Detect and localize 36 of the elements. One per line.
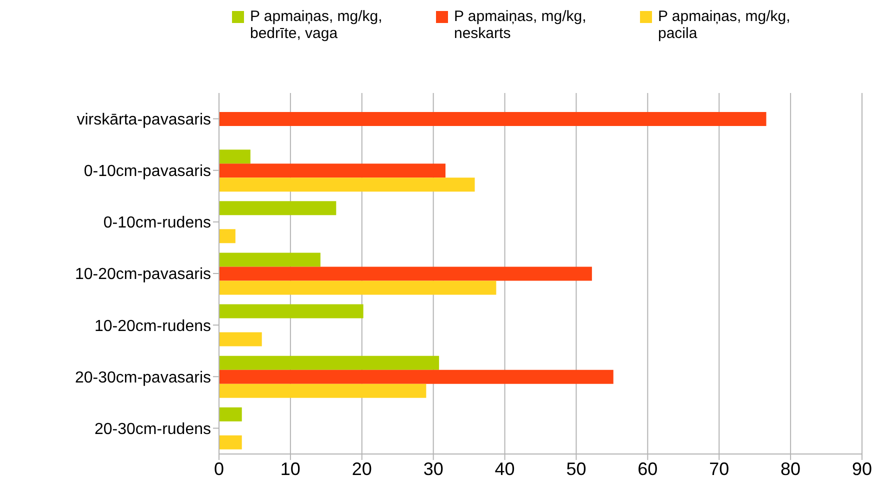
bar (219, 435, 242, 450)
x-tick-label: 10 (280, 458, 300, 479)
bar (219, 280, 496, 295)
legend-label: P apmaiņas, mg/kg, neskarts (454, 8, 588, 42)
x-tick-label: 0 (214, 458, 224, 479)
x-tick-label: 30 (423, 458, 444, 479)
y-tick-label: virskārta-pavasaris (76, 111, 211, 128)
y-tick-label: 20-30cm-pavasaris (74, 369, 211, 386)
y-tick-label: 0-10cm-rudens (103, 214, 211, 232)
y-tick-label: 10-20cm-pavasaris (74, 266, 211, 284)
x-tick-label: 40 (494, 458, 515, 479)
x-tick-label: 70 (709, 458, 730, 479)
bar (219, 304, 364, 318)
bar (219, 332, 262, 346)
bar (219, 112, 766, 126)
legend-label: P apmaiņas, mg/kg, bedrīte, vaga (250, 8, 384, 42)
bar (219, 370, 614, 384)
x-tick-label: 60 (638, 458, 658, 479)
bar (219, 178, 475, 192)
x-tick-label: 80 (780, 458, 801, 479)
bar (219, 150, 250, 164)
bar (219, 384, 426, 398)
bar (219, 356, 440, 370)
bar (219, 229, 236, 244)
x-tick-label: 20 (352, 458, 372, 479)
y-tick-label: 20-30cm-rudens (94, 420, 211, 438)
bar (219, 164, 446, 178)
x-tick-label: 50 (566, 458, 586, 479)
legend-label: P apmaiņas, mg/kg, pacila (658, 8, 792, 42)
bar (219, 266, 592, 281)
bar (219, 201, 336, 216)
y-tick-label: 10-20cm-rudens (94, 318, 211, 335)
x-tick-label: 90 (852, 458, 872, 479)
bar (219, 252, 320, 267)
y-tick-label: 0-10cm-pavasaris (84, 163, 211, 180)
bar (219, 407, 242, 422)
